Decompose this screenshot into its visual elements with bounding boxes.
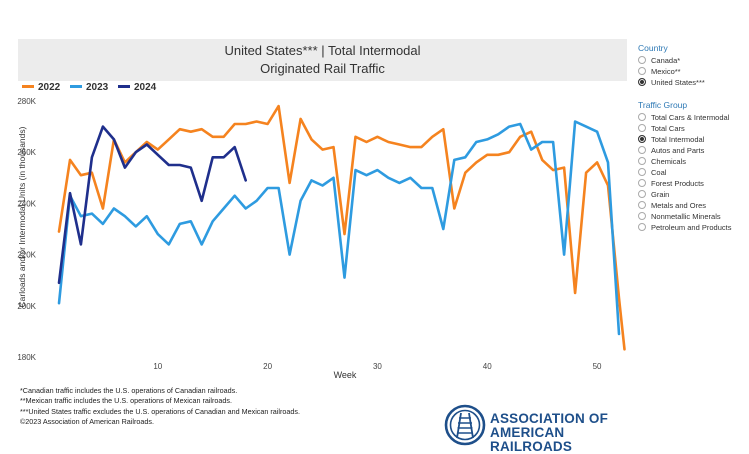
y-tick-label: 220K [17, 251, 36, 260]
traffic-option-grain[interactable]: Grain [638, 189, 748, 200]
legend-label-2024: 2024 [134, 82, 157, 93]
series-line-2024[interactable] [57, 125, 247, 285]
x-tick-label: 50 [593, 362, 602, 371]
chart-title: United States*** | Total Intermodal [224, 43, 421, 58]
y-axis-label: Carloads and/or Intermodal Units (in tho… [17, 126, 27, 308]
traffic-option-coal[interactable]: Coal [638, 167, 748, 178]
chart-title-box: United States*** | Total Intermodal Orig… [18, 39, 627, 81]
radio-icon[interactable] [638, 146, 646, 155]
traffic-option-total-intermodal[interactable]: Total Intermodal [638, 134, 748, 145]
x-tick-label: 10 [153, 362, 162, 371]
radio-icon[interactable] [638, 113, 646, 122]
x-tick-label: 20 [263, 362, 272, 371]
legend-swatch-2023 [70, 84, 82, 88]
legend-label-2023: 2023 [86, 82, 109, 93]
y-tick-label: 260K [17, 148, 36, 157]
series-line-2022[interactable] [57, 104, 626, 351]
x-axis-ticks: 10 20 30 40 50 [153, 362, 602, 371]
radio-icon[interactable] [638, 157, 646, 166]
radio-icon[interactable] [638, 201, 646, 210]
x-tick-label: 30 [373, 362, 382, 371]
country-option-mexico[interactable]: Mexico** [638, 66, 748, 77]
traffic-option-metals-ores[interactable]: Metals and Ores [638, 200, 748, 211]
footnotes: *Canadian traffic includes the U.S. oper… [20, 386, 300, 427]
radio-icon[interactable] [638, 67, 646, 76]
radio-icon[interactable] [638, 179, 646, 188]
y-tick-label: 280K [17, 97, 36, 106]
filter-panel: Country Canada* Mexico** United States**… [638, 43, 748, 233]
country-heading: Country [638, 43, 668, 53]
x-tick-label: 40 [483, 362, 492, 371]
aar-logo: ASSOCIATION OF AMERICAN RAILROADS [444, 404, 644, 454]
series-line-2023[interactable] [57, 120, 621, 336]
radio-icon[interactable] [638, 212, 646, 221]
radio-selected-icon[interactable] [638, 135, 646, 144]
railroad-track-icon [444, 404, 486, 446]
y-tick-label: 180K [17, 353, 36, 362]
footnote-canada: *Canadian traffic includes the U.S. oper… [20, 386, 238, 395]
legend-item-2024[interactable]: 2024 [118, 82, 156, 93]
legend-item-2022[interactable]: 2022 [22, 82, 60, 93]
legend-swatch-2022 [22, 84, 34, 88]
country-option-united-states[interactable]: United States*** [638, 77, 748, 88]
traffic-option-total-cars-intermodal[interactable]: Total Cars & Intermodal [638, 112, 748, 123]
traffic-group-heading: Traffic Group [638, 100, 688, 110]
radio-icon[interactable] [638, 124, 646, 133]
radio-selected-icon[interactable] [638, 78, 646, 87]
copyright-note: ©2023 Association of American Railroads. [20, 416, 154, 426]
y-axis-ticks: 180K 200K 220K 240K 260K 280K [17, 97, 36, 362]
series-lines [57, 104, 626, 351]
y-tick-label: 240K [17, 199, 36, 208]
legend-item-2023[interactable]: 2023 [70, 82, 108, 93]
traffic-option-autos-parts[interactable]: Autos and Parts [638, 145, 748, 156]
traffic-option-petroleum-products[interactable]: Petroleum and Products [638, 222, 748, 233]
legend-swatch-2024 [118, 84, 130, 88]
traffic-option-chemicals[interactable]: Chemicals [638, 156, 748, 167]
traffic-option-forest-products[interactable]: Forest Products [638, 178, 748, 189]
country-option-canada[interactable]: Canada* [638, 55, 748, 66]
radio-icon[interactable] [638, 168, 646, 177]
chart-subtitle: Originated Rail Traffic [260, 61, 385, 76]
radio-icon[interactable] [638, 190, 646, 199]
footnote-united-states: ***United States traffic excludes the U.… [20, 406, 300, 416]
traffic-option-total-cars[interactable]: Total Cars [638, 123, 748, 134]
footnote-mexico: **Mexican traffic includes the U.S. oper… [20, 396, 232, 406]
x-axis-label: Week [333, 370, 357, 380]
traffic-option-nonmetallic-minerals[interactable]: Nonmetallic Minerals [638, 211, 748, 222]
y-tick-label: 200K [17, 302, 36, 311]
radio-icon[interactable] [638, 223, 646, 232]
legend-label-2022: 2022 [38, 82, 61, 93]
radio-icon[interactable] [638, 56, 646, 65]
